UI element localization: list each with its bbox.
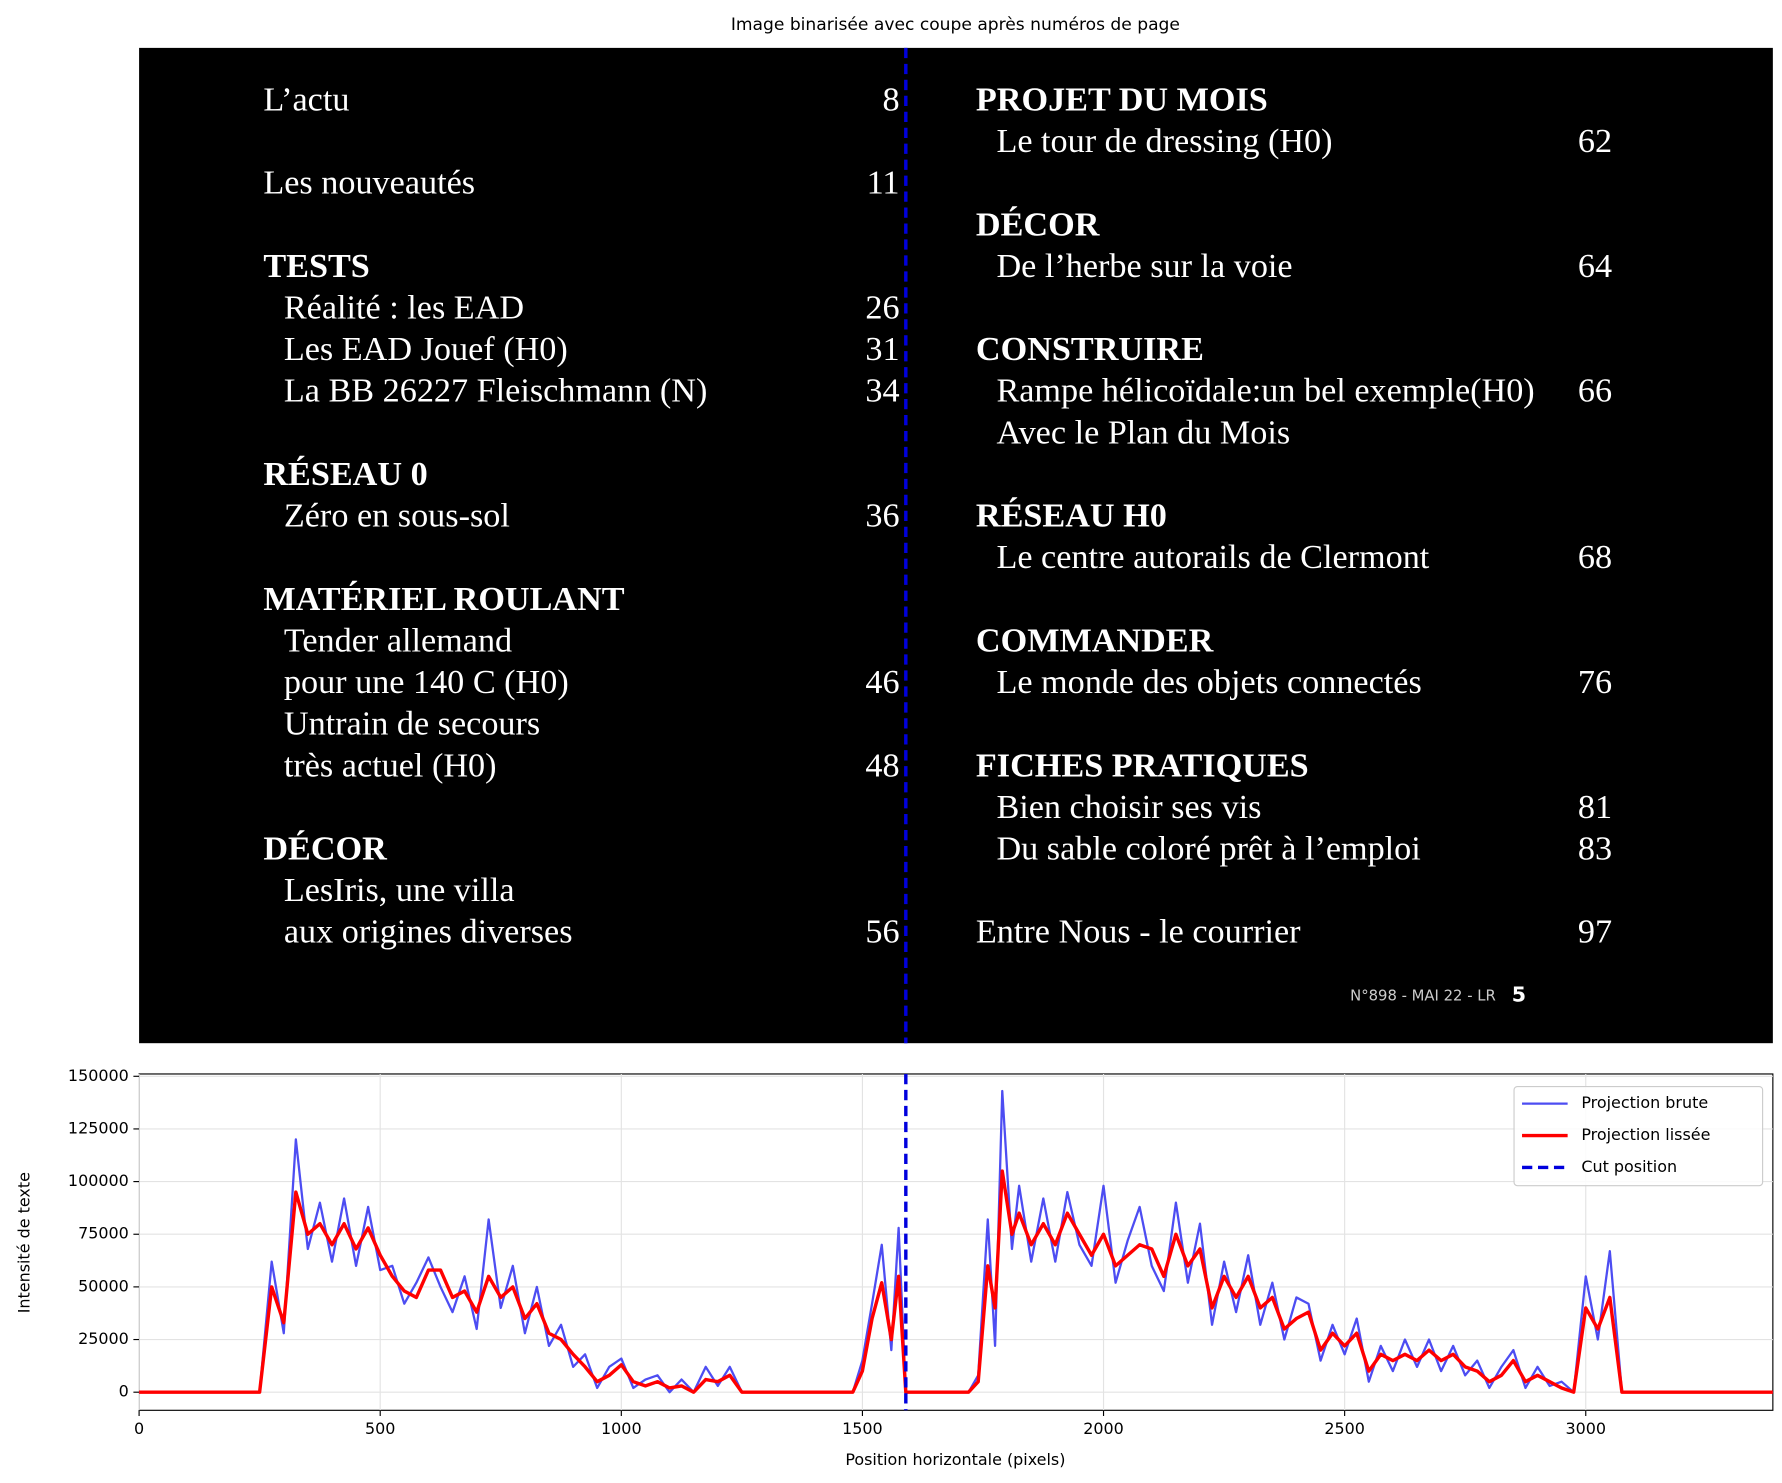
entry-text: Le tour de dressing (H0) — [996, 123, 1332, 160]
section-heading: CONSTRUIRE — [976, 331, 1204, 368]
x-axis-label: Position horizontale (pixels) — [845, 1450, 1065, 1469]
x-tick-label: 3000 — [1565, 1419, 1606, 1438]
y-tick-label: 0 — [119, 1382, 129, 1401]
x-tick-label: 2500 — [1324, 1419, 1365, 1438]
entry-text: De l’herbe sur la voie — [996, 248, 1292, 285]
entry-page: 76 — [1578, 664, 1612, 701]
legend-label: Projection brute — [1581, 1093, 1708, 1112]
entry-page: 81 — [1578, 789, 1612, 826]
entry-text: La BB 26227 Fleischmann (N) — [284, 373, 708, 410]
entry-text: Le monde des objets connectés — [996, 664, 1421, 701]
section-heading: PROJET DU MOIS — [976, 81, 1268, 118]
x-tick-label: 1500 — [842, 1419, 883, 1438]
entry-text: aux origines diverses — [284, 914, 573, 951]
entry-text: Entre Nous - le courrier — [976, 914, 1301, 951]
entry-text: Avec le Plan du Mois — [996, 414, 1290, 451]
legend-label: Cut position — [1581, 1157, 1677, 1176]
entry-page: 46 — [865, 664, 899, 701]
entry-page: 11 — [867, 165, 900, 202]
entry-page: 26 — [865, 290, 899, 327]
legend-box — [1513, 1085, 1764, 1187]
x-tick-label: 0 — [134, 1419, 144, 1438]
entry-text: LesIris, une villa — [284, 872, 515, 909]
entry-page: 34 — [865, 373, 899, 410]
entry-page: 31 — [865, 331, 899, 368]
x-tick-label: 2000 — [1083, 1419, 1124, 1438]
footer: N°898 - MAI 22 - LR — [1350, 987, 1496, 1004]
entry-page: 97 — [1578, 914, 1612, 951]
entry-text: Les nouveautés — [263, 165, 475, 202]
entry-text: Bien choisir ses vis — [996, 789, 1261, 826]
entry-page: 56 — [865, 914, 899, 951]
entry-text: Les EAD Jouef (H0) — [284, 331, 568, 368]
entry-text: Du sable coloré prêt à l’emploi — [996, 830, 1420, 867]
legend-label: Projection lissée — [1581, 1125, 1710, 1144]
section-heading: MATÉRIEL ROULANT — [263, 581, 624, 618]
binarized-image — [139, 47, 1773, 1044]
y-tick-label: 125000 — [68, 1118, 129, 1137]
entry-page: 36 — [865, 498, 899, 535]
entry-text: Tender allemand — [284, 622, 512, 659]
entry-page: 66 — [1578, 373, 1612, 410]
section-heading: DÉCOR — [976, 206, 1100, 243]
y-tick-label: 100000 — [68, 1171, 129, 1190]
section-heading: RÉSEAU H0 — [976, 498, 1167, 535]
entry-text: Réalité : les EAD — [284, 290, 524, 327]
entry-text: très actuel (H0) — [284, 747, 497, 784]
section-heading: RÉSEAU 0 — [263, 456, 427, 493]
y-tick-label: 150000 — [68, 1066, 129, 1085]
section-heading: DÉCOR — [263, 830, 387, 867]
footer-page: 5 — [1512, 982, 1526, 1006]
y-tick-label: 50000 — [78, 1276, 129, 1295]
y-tick-label: 25000 — [78, 1329, 129, 1348]
image-title: Image binarisée avec coupe après numéros… — [731, 15, 1180, 35]
entry-page: 8 — [882, 81, 899, 118]
entry-page: 62 — [1578, 123, 1612, 160]
entry-text: Rampe hélicoïdale:un bel exemple(H0) — [996, 373, 1534, 410]
entry-text: Untrain de secours — [284, 706, 540, 743]
section-heading: COMMANDER — [976, 622, 1214, 659]
entry-text: Le centre autorails de Clermont — [996, 539, 1429, 576]
series-line — [139, 1169, 1773, 1394]
entry-page: 48 — [865, 747, 899, 784]
section-heading: TESTS — [263, 248, 369, 285]
x-tick-label: 1000 — [601, 1419, 642, 1438]
y-tick-label: 75000 — [78, 1224, 129, 1243]
x-tick-label: 500 — [365, 1419, 395, 1438]
entry-text: pour une 140 C (H0) — [284, 664, 569, 701]
entry-page: 68 — [1578, 539, 1612, 576]
section-heading: FICHES PRATIQUES — [976, 747, 1309, 784]
entry-text: L’actu — [263, 81, 349, 118]
entry-page: 64 — [1578, 248, 1612, 285]
y-axis-label: Intensité de texte — [15, 1172, 34, 1313]
entry-page: 83 — [1578, 830, 1612, 867]
entry-text: Zéro en sous-sol — [284, 498, 510, 535]
